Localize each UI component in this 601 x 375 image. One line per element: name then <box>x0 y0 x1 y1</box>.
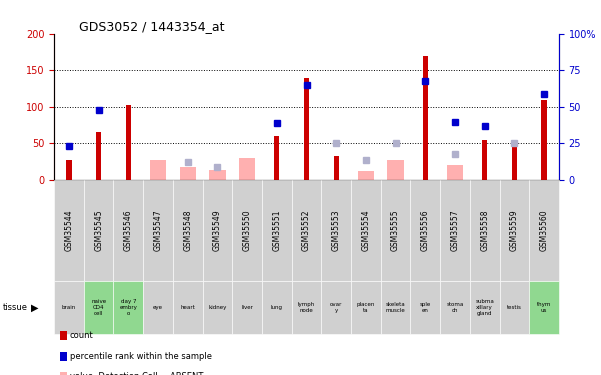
Text: GSM35548: GSM35548 <box>183 210 192 251</box>
Bar <box>96 132 102 180</box>
Text: GSM35546: GSM35546 <box>124 210 133 251</box>
Text: heart: heart <box>180 305 195 310</box>
Text: GSM35557: GSM35557 <box>451 210 460 251</box>
Bar <box>511 144 517 180</box>
Bar <box>150 159 166 180</box>
Text: GSM35550: GSM35550 <box>243 210 252 251</box>
Text: percentile rank within the sample: percentile rank within the sample <box>70 352 212 361</box>
Text: GSM35559: GSM35559 <box>510 210 519 251</box>
Text: GSM35558: GSM35558 <box>480 210 489 251</box>
Text: subma
xillary
gland: subma xillary gland <box>475 299 494 316</box>
Bar <box>239 158 255 180</box>
Text: brain: brain <box>62 305 76 310</box>
Bar <box>126 105 131 180</box>
Bar <box>209 170 225 180</box>
Text: GSM35545: GSM35545 <box>94 210 103 251</box>
Text: lung: lung <box>271 305 283 310</box>
Text: placen
ta: placen ta <box>357 302 375 313</box>
Text: kidney: kidney <box>208 305 227 310</box>
Text: GSM35547: GSM35547 <box>153 210 162 251</box>
Text: tissue: tissue <box>3 303 28 312</box>
Text: day 7
embry
o: day 7 embry o <box>120 299 137 316</box>
Bar <box>542 100 547 180</box>
Text: GSM35554: GSM35554 <box>361 210 370 251</box>
Text: sple
en: sple en <box>419 302 431 313</box>
Bar <box>274 136 279 180</box>
Text: liver: liver <box>241 305 253 310</box>
Text: skeleta
muscle: skeleta muscle <box>386 302 406 313</box>
Text: stoma
ch: stoma ch <box>447 302 464 313</box>
Text: GSM35544: GSM35544 <box>64 210 73 251</box>
Bar <box>447 165 463 180</box>
Text: GSM35549: GSM35549 <box>213 210 222 251</box>
Text: GSM35551: GSM35551 <box>272 210 281 251</box>
Text: ▶: ▶ <box>31 303 38 312</box>
Text: testis: testis <box>507 305 522 310</box>
Bar <box>482 140 487 180</box>
Text: thym
us: thym us <box>537 302 551 313</box>
Text: value, Detection Call = ABSENT: value, Detection Call = ABSENT <box>70 372 203 375</box>
Text: eye: eye <box>153 305 163 310</box>
Bar <box>358 171 374 180</box>
Text: ovar
y: ovar y <box>330 302 343 313</box>
Bar <box>180 167 196 180</box>
Bar <box>423 56 428 180</box>
Bar <box>334 156 339 180</box>
Text: GSM35560: GSM35560 <box>540 210 549 251</box>
Text: GSM35556: GSM35556 <box>421 210 430 251</box>
Text: naive
CD4
cell: naive CD4 cell <box>91 299 106 316</box>
Text: lymph
node: lymph node <box>298 302 315 313</box>
Text: count: count <box>70 331 94 340</box>
Text: GSM35553: GSM35553 <box>332 210 341 251</box>
Text: GSM35555: GSM35555 <box>391 210 400 251</box>
Bar <box>304 78 309 180</box>
Text: GSM35552: GSM35552 <box>302 210 311 251</box>
Text: GDS3052 / 1443354_at: GDS3052 / 1443354_at <box>79 20 225 33</box>
Bar <box>66 159 72 180</box>
Bar <box>388 159 404 180</box>
